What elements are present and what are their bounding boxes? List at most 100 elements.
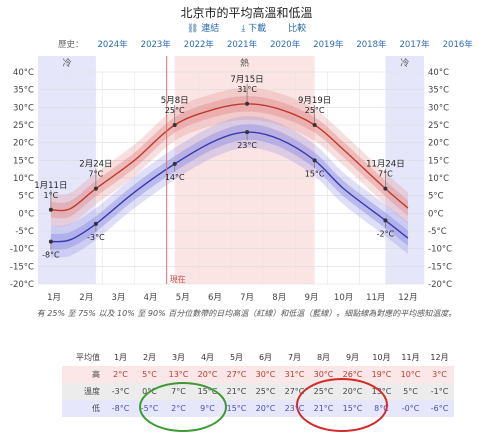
y-tick-label-left: -5°C: [15, 227, 34, 237]
y-tick-label-right: 20°C: [428, 139, 449, 149]
y-tick-label-left: 15°C: [13, 156, 34, 166]
temperature-chart: 冷 熱 冷 40°C 40°C 35°C 35°C 30°C 30°C 25°C 25°C 20°C 2…: [10, 56, 452, 303]
y-tick-label-left: 40°C: [13, 68, 34, 78]
annotation-date: 2月24日: [79, 160, 112, 170]
month-header: 12月: [430, 353, 449, 362]
temp-cell: 20°C: [338, 383, 367, 400]
y-tick-label-left: -10°C: [10, 245, 34, 255]
y-tick-label-right: -15°C: [428, 262, 452, 272]
y-tick-label-right: 15°C: [428, 156, 449, 166]
y-tick-label-left: 25°C: [13, 121, 34, 131]
annotation-value: 7°C: [378, 170, 393, 179]
history-year-2021[interactable]: 2021年: [226, 40, 258, 50]
annotation-value: -3°C: [87, 233, 105, 242]
y-tick-label-left: 0°C: [18, 209, 34, 219]
x-tick-label: 5月: [176, 293, 190, 303]
page-title: 北京市的平均高溫和低溫: [180, 6, 313, 20]
annotation-point: [312, 123, 317, 127]
low-cell: 9°C: [193, 400, 222, 417]
annotation-value: 1°C: [44, 191, 59, 200]
history-year-2019[interactable]: 2019年: [313, 40, 344, 50]
annotation-point: [383, 186, 388, 191]
low-cell: -6°C: [425, 400, 454, 417]
annotation-value: 25°C: [305, 106, 325, 115]
high-cell: 2°C: [106, 366, 135, 383]
annotation-point: [48, 207, 53, 212]
annotation-date: 5月8日: [161, 96, 189, 106]
x-tick-label: 2月: [79, 293, 93, 303]
link-button[interactable]: ⛓ 連結: [186, 24, 220, 34]
x-tick-label: 8月: [272, 293, 286, 303]
annotation-value: 25°C: [165, 106, 185, 115]
annotation-date: 7月15日: [230, 75, 263, 85]
history-year-2022[interactable]: 2022年: [183, 40, 214, 50]
season-band: [174, 56, 315, 284]
monthly-averages-table: 平均值 1月 2月 3月 4月 5月 6月 7月 8月 9月 10月 11月 1…: [62, 349, 454, 417]
low-cell: 21°C: [309, 400, 338, 417]
month-header: 9月: [345, 353, 360, 362]
high-cell: 27°C: [222, 366, 251, 383]
y-tick-label-left: 20°C: [13, 139, 34, 149]
annotation-value: -8°C: [42, 251, 60, 260]
x-tick-label: 7月: [240, 293, 254, 303]
table-row-temp: 溫度 -3°C 0°C 7°C 15°C 21°C 25°C 27°C 25°C…: [62, 383, 454, 400]
month-header: 7月: [287, 353, 302, 362]
link-label: 連結: [201, 24, 220, 34]
y-tick-label-left: 10°C: [13, 174, 34, 184]
high-cell: 5°C: [135, 366, 164, 383]
compare-button[interactable]: 比較: [288, 24, 307, 34]
y-tick-label-right: 25°C: [428, 121, 449, 131]
series-line: [50, 103, 409, 212]
history-year-2024[interactable]: 2024年: [97, 40, 128, 50]
low-cell: -0°C: [396, 400, 425, 417]
series-band-outer: [50, 87, 408, 227]
month-header: 11月: [401, 353, 420, 362]
annotation-point: [172, 123, 177, 127]
annotation-date: 1月11日: [34, 181, 67, 191]
low-cell: 8°C: [367, 400, 396, 417]
download-button[interactable]: ⤓ 下載: [241, 24, 267, 34]
temp-cell: -3°C: [106, 383, 135, 400]
x-tick-label: 11月: [366, 293, 385, 303]
y-tick-label-right: 10°C: [428, 174, 449, 184]
row-label-low: 低: [62, 400, 106, 417]
temp-cell: 0°C: [135, 383, 164, 400]
month-header: 4月: [200, 353, 215, 362]
month-header: 5月: [229, 353, 244, 362]
temp-cell: 15°C: [193, 383, 222, 400]
y-tick-label-right: 40°C: [428, 68, 449, 78]
history-year-2020[interactable]: 2020年: [270, 40, 301, 50]
high-cell: 20°C: [193, 366, 222, 383]
history-year-2023[interactable]: 2023年: [140, 40, 171, 50]
y-tick-label-left: 5°C: [18, 192, 34, 202]
annotation-point: [312, 158, 317, 163]
annotation-value: -2°C: [377, 229, 395, 238]
low-cell: -5°C: [135, 400, 164, 417]
high-cell: 26°C: [338, 366, 367, 383]
history-year-2018[interactable]: 2018年: [356, 40, 387, 50]
x-tick-label: 10月: [334, 293, 353, 303]
low-cell: -8°C: [106, 400, 135, 417]
y-tick-label-right: -5°C: [428, 227, 447, 237]
x-tick-label: 1月: [47, 293, 61, 303]
history-year-2016[interactable]: 2016年: [442, 40, 473, 50]
series-line: [50, 131, 409, 243]
month-header: 10月: [372, 353, 391, 362]
annotation-point: [245, 101, 250, 106]
toolbar: ⛓ 連結 ⤓ 下載 比較: [0, 21, 493, 34]
x-tick-label: 3月: [111, 293, 125, 303]
y-tick-label-left: 35°C: [13, 86, 34, 96]
annotation-point: [383, 218, 388, 223]
history-year-2017[interactable]: 2017年: [399, 40, 430, 50]
annotation-point: [93, 221, 98, 226]
temp-cell: 25°C: [309, 383, 338, 400]
row-label-temp: 溫度: [62, 383, 106, 400]
temp-cell: 27°C: [280, 383, 309, 400]
history-label: 歷史：: [58, 40, 84, 50]
table-row-low: 低 -8°C -5°C 2°C 9°C 15°C 20°C 23°C 21°C …: [62, 400, 454, 417]
x-tick-label: 12月: [398, 293, 417, 303]
temp-cell: 7°C: [164, 383, 193, 400]
annotation-point: [93, 186, 98, 191]
annotation-value: 7°C: [89, 170, 104, 179]
high-cell: 30°C: [309, 366, 338, 383]
